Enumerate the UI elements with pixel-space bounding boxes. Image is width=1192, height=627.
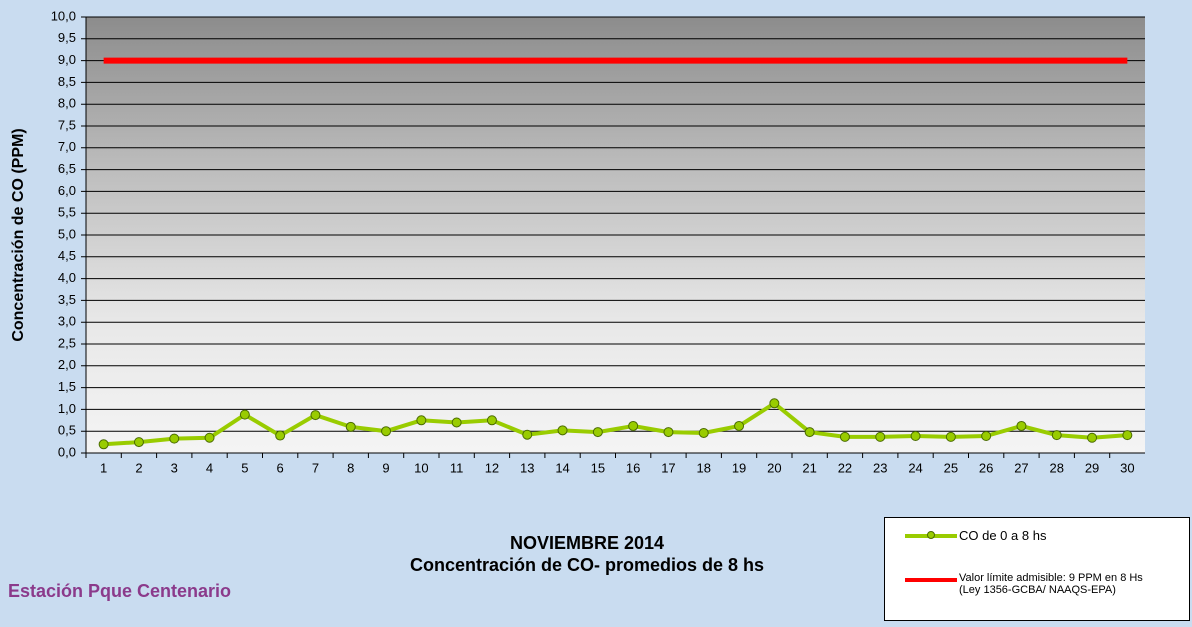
x-tick-label: 16 xyxy=(626,460,640,475)
legend-item: CO de 0 a 8 hs xyxy=(905,528,1046,543)
y-tick-label: 9,5 xyxy=(58,30,76,45)
y-tick-label: 2,0 xyxy=(58,357,76,372)
point xyxy=(558,426,567,435)
point xyxy=(735,421,744,430)
x-tick-label: 18 xyxy=(697,460,711,475)
point xyxy=(99,440,108,449)
x-tick-label: 22 xyxy=(838,460,852,475)
point xyxy=(876,432,885,441)
x-tick-label: 15 xyxy=(591,460,605,475)
point xyxy=(523,430,532,439)
point xyxy=(452,418,461,427)
y-tick-label: 7,5 xyxy=(58,117,76,132)
x-tick-label: 24 xyxy=(908,460,922,475)
page: NOVIEMBRE 2014 Concentración de CO- prom… xyxy=(0,0,1192,627)
point xyxy=(382,427,391,436)
chart-subtitle: Concentración de CO- promedios de 8 hs xyxy=(410,555,764,575)
x-tick-label: 14 xyxy=(555,460,569,475)
legend-label: Valor límite admisible: 9 PPM en 8 Hs (L… xyxy=(959,572,1159,596)
point xyxy=(170,434,179,443)
y-tick-label: 8,0 xyxy=(58,96,76,111)
x-tick-label: 9 xyxy=(382,460,389,475)
legend-marker xyxy=(927,531,935,539)
x-tick-label: 7 xyxy=(312,460,319,475)
y-tick-label: 1,0 xyxy=(58,401,76,416)
y-tick-label: 1,5 xyxy=(58,379,76,394)
point xyxy=(240,410,249,419)
x-tick-label: 26 xyxy=(979,460,993,475)
point xyxy=(840,432,849,441)
point xyxy=(134,438,143,447)
x-tick-label: 27 xyxy=(1014,460,1028,475)
x-tick-label: 20 xyxy=(767,460,781,475)
y-tick-label: 3,0 xyxy=(58,314,76,329)
y-tick-label: 10,0 xyxy=(51,8,76,23)
x-tick-label: 21 xyxy=(802,460,816,475)
x-tick-label: 2 xyxy=(135,460,142,475)
y-tick-label: 9,0 xyxy=(58,52,76,67)
x-tick-label: 17 xyxy=(661,460,675,475)
y-tick-label: 8,5 xyxy=(58,74,76,89)
point xyxy=(946,432,955,441)
point xyxy=(417,416,426,425)
annotation: Estación Pque Centenario xyxy=(8,581,231,601)
x-tick-label: 5 xyxy=(241,460,248,475)
point xyxy=(487,416,496,425)
x-tick-label: 23 xyxy=(873,460,887,475)
point xyxy=(770,399,779,408)
x-tick-label: 25 xyxy=(944,460,958,475)
point xyxy=(1017,421,1026,430)
point xyxy=(276,431,285,440)
y-tick-label: 5,5 xyxy=(58,205,76,220)
y-tick-label: 4,5 xyxy=(58,248,76,263)
point xyxy=(805,428,814,437)
point xyxy=(699,428,708,437)
point xyxy=(1088,433,1097,442)
y-tick-label: 2,5 xyxy=(58,335,76,350)
legend-swatch xyxy=(905,534,957,538)
x-tick-label: 12 xyxy=(485,460,499,475)
y-tick-label: 5,0 xyxy=(58,226,76,241)
point xyxy=(629,421,638,430)
x-tick-label: 1 xyxy=(100,460,107,475)
point xyxy=(1052,431,1061,440)
point xyxy=(205,433,214,442)
y-tick-label: 6,0 xyxy=(58,183,76,198)
x-tick-label: 8 xyxy=(347,460,354,475)
point xyxy=(1123,431,1132,440)
x-tick-label: 30 xyxy=(1120,460,1134,475)
x-tick-label: 3 xyxy=(171,460,178,475)
point xyxy=(593,428,602,437)
x-tick-label: 4 xyxy=(206,460,213,475)
x-tick-label: 28 xyxy=(1050,460,1064,475)
point xyxy=(346,422,355,431)
y-tick-label: 7,0 xyxy=(58,139,76,154)
legend-swatch xyxy=(905,578,957,582)
x-tick-label: 13 xyxy=(520,460,534,475)
y-tick-label: 4,0 xyxy=(58,270,76,285)
y-tick-label: 3,5 xyxy=(58,292,76,307)
point xyxy=(982,431,991,440)
y-tick-label: 0,5 xyxy=(58,423,76,438)
x-tick-label: 29 xyxy=(1085,460,1099,475)
legend: CO de 0 a 8 hs Valor límite admisible: 9 … xyxy=(884,517,1190,621)
y-axis-label: Concentración de CO (PPM) xyxy=(10,128,27,341)
x-tick-label: 6 xyxy=(277,460,284,475)
x-tick-label: 11 xyxy=(450,460,464,475)
legend-label: CO de 0 a 8 hs xyxy=(959,528,1046,543)
legend-item: Valor límite admisible: 9 PPM en 8 Hs (L… xyxy=(905,572,1159,596)
point xyxy=(311,411,320,420)
point xyxy=(664,428,673,437)
y-tick-label: 6,5 xyxy=(58,161,76,176)
y-tick-label: 0,0 xyxy=(58,444,76,459)
chart-title: NOVIEMBRE 2014 xyxy=(510,533,664,553)
x-tick-label: 10 xyxy=(414,460,428,475)
point xyxy=(911,431,920,440)
x-tick-label: 19 xyxy=(732,460,746,475)
